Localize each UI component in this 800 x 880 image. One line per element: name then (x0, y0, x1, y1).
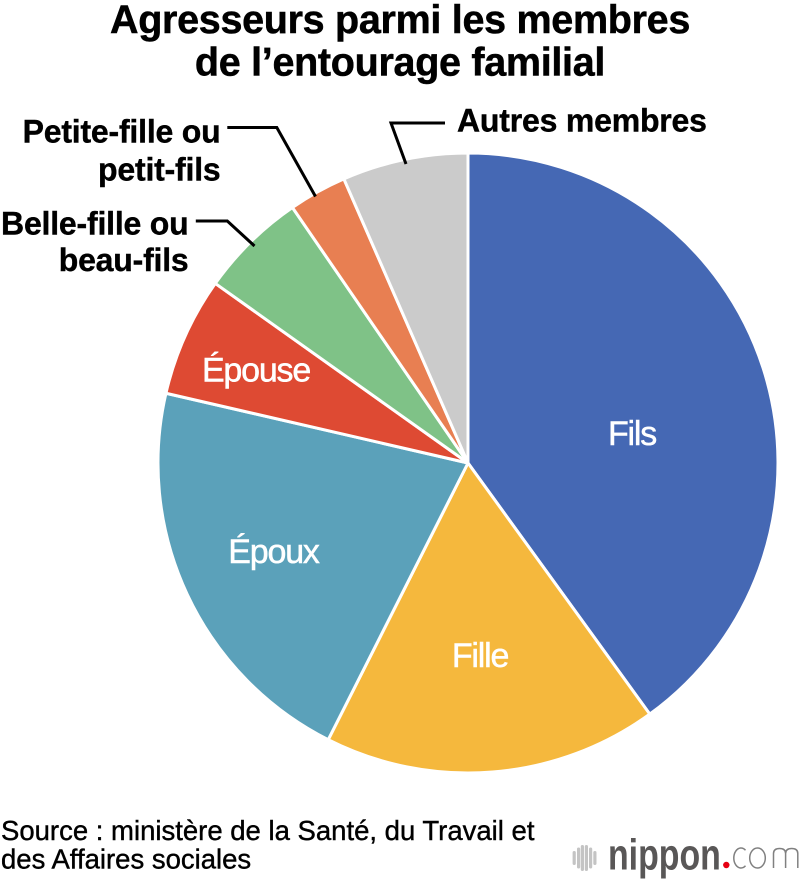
svg-text:des Affaires sociales: des Affaires sociales (1, 844, 251, 875)
svg-text:Fille: Fille (452, 637, 509, 675)
svg-text:Époux: Époux (228, 533, 320, 571)
svg-text:Agresseurs parmi les membres: Agresseurs parmi les membres (110, 0, 690, 42)
svg-text:Autres membres: Autres membres (457, 103, 707, 139)
svg-text:nippon: nippon (608, 830, 721, 879)
svg-text:Belle-fille ou: Belle-fille ou (1, 206, 188, 242)
svg-text:Fils: Fils (608, 415, 656, 453)
svg-text:Épouse: Épouse (202, 352, 310, 390)
svg-text:beau-fils: beau-fils (59, 242, 189, 278)
svg-text:petit-fils: petit-fils (98, 152, 220, 188)
svg-text:Petite-fille ou: Petite-fille ou (23, 114, 221, 150)
svg-text:de l’entourage familial: de l’entourage familial (195, 41, 605, 85)
svg-text:Source : ministère de la Santé: Source : ministère de la Santé, du Trava… (1, 815, 535, 846)
